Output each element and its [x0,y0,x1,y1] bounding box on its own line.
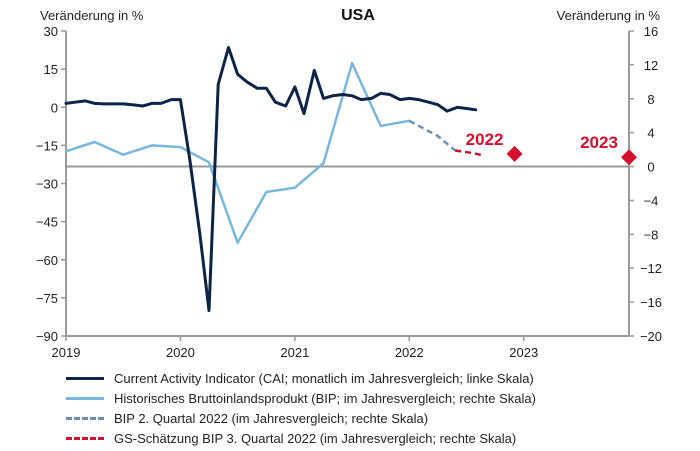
forecast-label-2023: 2023 [580,133,618,152]
y-left-tick-label: 30 [44,24,58,39]
x-tick-label: 2020 [166,345,195,360]
series-line-bip-q2 [408,119,456,152]
y-left-tick-label: −75 [36,291,58,306]
y-right-tick-label: −8 [644,227,659,242]
legend-label-cai: Current Activity Indicator (CAI; monatli… [114,370,534,386]
y-right-tick-label: 8 [647,92,654,107]
series-line-bip-historic [64,61,411,245]
legend-swatch-bip-historic [66,396,104,400]
x-tick-label: 2019 [52,345,81,360]
forecast-marker-2022 [506,145,523,162]
y-left-tick-label: −30 [36,177,58,192]
legend-swatch-bip-q2 [66,416,104,420]
legend-item-bip-historic: Historisches Bruttoinlandsprodukt (BIP; … [66,388,686,408]
legend-label-bip-historic: Historisches Bruttoinlandsprodukt (BIP; … [114,390,536,406]
legend-item-cai: Current Activity Indicator (CAI; monatli… [66,368,686,388]
x-tick-label: 2022 [395,345,424,360]
y-right-tick-label: −20 [640,329,662,344]
legend: Current Activity Indicator (CAI; monatli… [66,368,686,448]
y-right-tick-label: 0 [647,160,654,175]
y-left-tick-label: −90 [36,329,58,344]
y-axis-right-label: Veränderung in % [557,8,661,23]
y-left-tick-label: −15 [36,138,58,153]
y-left-tick-label: 15 [44,62,58,77]
y-right-tick-label: 12 [644,58,658,73]
y-right-tick-label: −16 [640,295,662,310]
y-right-tick-label: −4 [644,193,659,208]
y-left-tick-label: 0 [51,100,58,115]
chart-title: USA [341,7,375,24]
legend-swatch-cai [66,376,104,380]
legend-label-bip-q2: BIP 2. Quartal 2022 (im Jahresvergleich;… [114,410,429,426]
legend-item-bip-q2: BIP 2. Quartal 2022 (im Jahresvergleich;… [66,408,686,428]
y-right-tick-label: 4 [647,126,654,141]
legend-item-gs-estimate: GS-Schätzung BIP 3. Quartal 2022 (im Jah… [66,428,686,448]
series-line-gs-estimate [454,149,484,157]
y-right-tick-label: −12 [640,261,662,276]
x-tick-label: 2021 [280,345,309,360]
series-line-cai [64,46,478,313]
y-axis-left-label: Veränderung in % [40,8,144,23]
legend-label-gs-estimate: GS-Schätzung BIP 3. Quartal 2022 (im Jah… [114,430,517,446]
x-tick-label: 2023 [509,345,538,360]
y-left-tick-label: −60 [36,253,58,268]
forecast-label-2022: 2022 [466,130,504,149]
legend-swatch-gs-estimate [66,436,104,440]
y-left-tick-label: −45 [36,215,58,230]
y-right-tick-label: 16 [644,24,658,39]
forecast-marker-2023 [621,149,637,166]
